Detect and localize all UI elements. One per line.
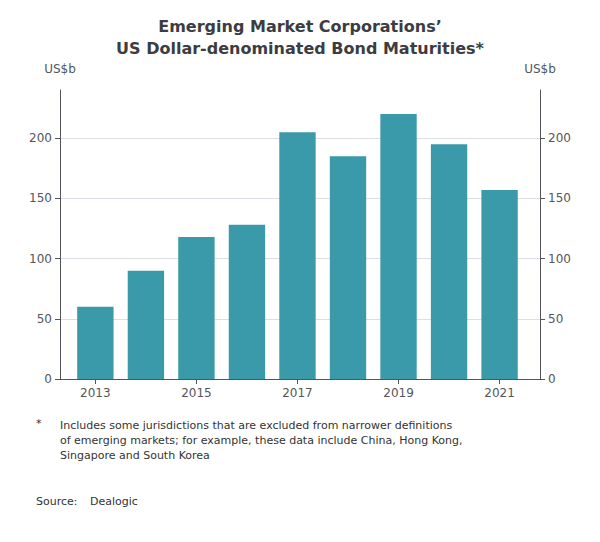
svg-text:150: 150 (29, 191, 52, 205)
svg-text:150: 150 (548, 191, 571, 205)
svg-text:Emerging Market Corporations’: Emerging Market Corporations’ (158, 17, 441, 36)
svg-text:*: * (36, 417, 42, 430)
svg-text:US Dollar-denominated Bond Mat: US Dollar-denominated Bond Maturities* (116, 39, 484, 58)
svg-text:0: 0 (44, 372, 52, 386)
svg-text:50: 50 (548, 312, 563, 326)
svg-text:0: 0 (548, 372, 556, 386)
svg-text:Source:: Source: (36, 495, 78, 508)
svg-text:200: 200 (29, 131, 52, 145)
svg-text:100: 100 (29, 252, 52, 266)
svg-text:Singapore and South Korea: Singapore and South Korea (60, 449, 210, 462)
svg-text:2021: 2021 (484, 386, 515, 400)
svg-text:50: 50 (37, 312, 52, 326)
svg-text:of emerging markets; for examp: of emerging markets; for example, these … (60, 434, 462, 447)
svg-text:US$b: US$b (524, 62, 556, 76)
svg-text:US$b: US$b (44, 62, 76, 76)
svg-text:2015: 2015 (181, 386, 212, 400)
svg-text:200: 200 (548, 131, 571, 145)
svg-text:2019: 2019 (383, 386, 414, 400)
svg-text:Includes some jurisdictions th: Includes some jurisdictions that are exc… (60, 419, 452, 432)
svg-text:Dealogic: Dealogic (90, 495, 138, 508)
svg-text:2017: 2017 (282, 386, 313, 400)
svg-text:2013: 2013 (80, 386, 111, 400)
svg-text:100: 100 (548, 252, 571, 266)
